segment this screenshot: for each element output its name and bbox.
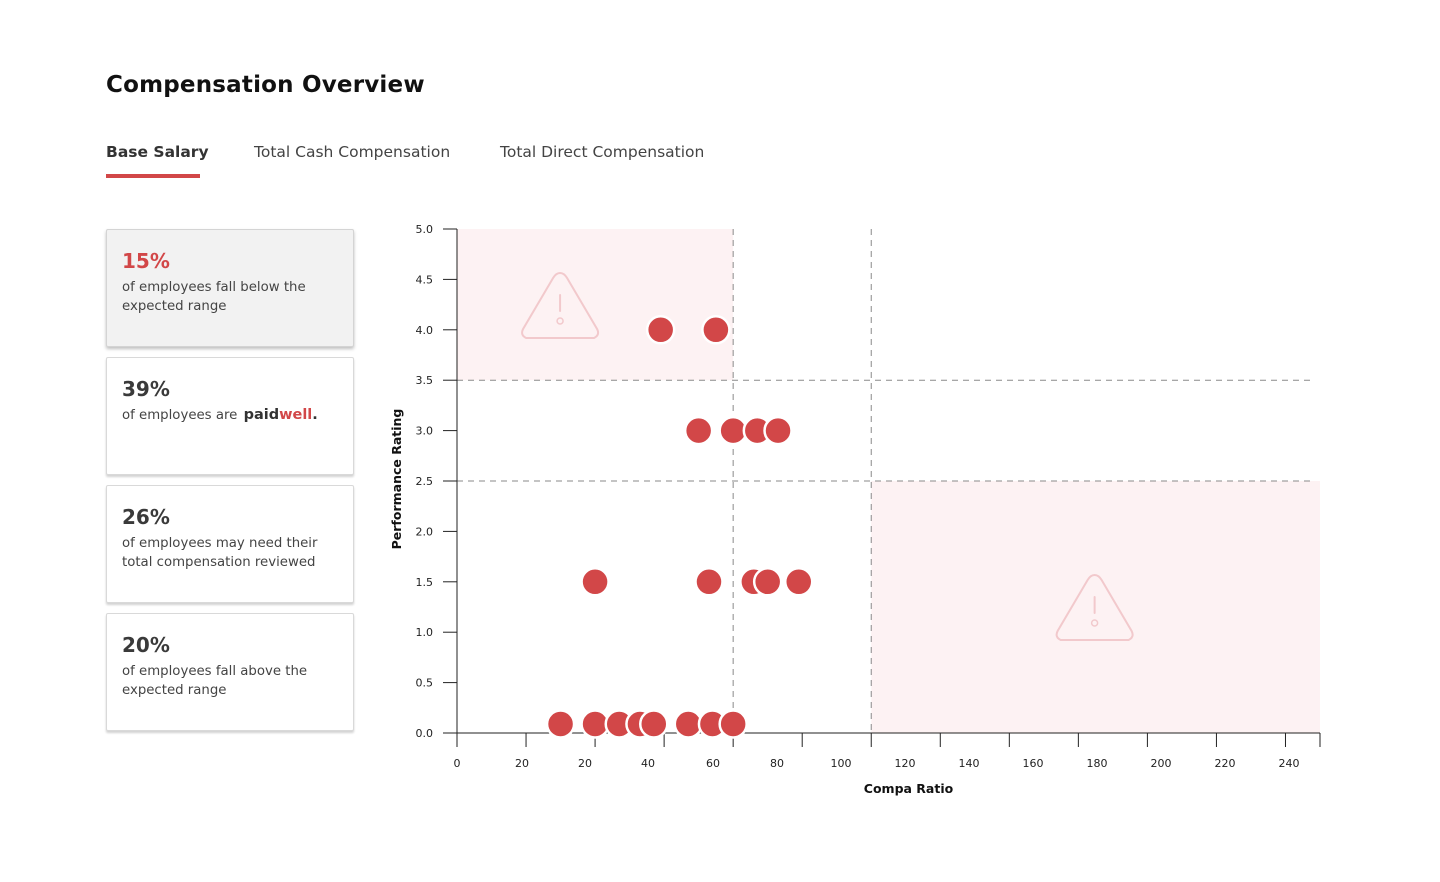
- card-percent: 15%: [122, 249, 170, 273]
- scatter-point: [783, 567, 814, 597]
- card-above-range[interactable]: 20% of employees fall above the expected…: [106, 613, 354, 731]
- card-review-needed[interactable]: 26% of employees may need their total co…: [106, 485, 354, 603]
- y-axis-title: Performance Rating: [389, 409, 404, 550]
- y-tick-label: 1.0: [416, 626, 434, 639]
- card-paid-well[interactable]: 39% of employees are paidwell.: [106, 357, 354, 475]
- warning-triangle-icon: [1055, 573, 1134, 641]
- scatter-point: [639, 709, 669, 739]
- x-axis-title: Compa Ratio: [864, 781, 954, 796]
- page-title: Compensation Overview: [106, 72, 425, 98]
- card-description: of employees may need their total compen…: [122, 536, 318, 570]
- x-tick-label: 20: [578, 757, 592, 770]
- card-description-text: of employees are: [122, 408, 238, 423]
- x-tick-label: 240: [1279, 757, 1300, 770]
- card-percent: 20%: [122, 633, 170, 657]
- tab-base-salary[interactable]: Base Salary: [106, 143, 209, 173]
- scatter-point: [763, 415, 793, 446]
- y-tick-label: 0.0: [416, 727, 434, 740]
- scatter-point: [683, 415, 714, 446]
- tab-total-cash-compensation[interactable]: Total Cash Compensation: [254, 143, 450, 173]
- y-tick-label: 4.5: [416, 273, 434, 286]
- x-tick-label: 0: [454, 757, 461, 770]
- card-below-range[interactable]: 15% of employees fall below the expected…: [106, 229, 354, 347]
- x-tick-label: 20: [515, 757, 529, 770]
- scatter-point: [701, 315, 731, 345]
- y-tick-label: 4.0: [416, 324, 434, 337]
- card-percent: 39%: [122, 377, 170, 401]
- x-tick-label: 100: [831, 757, 852, 770]
- y-tick-label: 1.5: [416, 576, 434, 589]
- x-tick-label: 40: [641, 757, 655, 770]
- y-tick-label: 0.5: [416, 677, 434, 690]
- x-tick-label: 200: [1151, 757, 1172, 770]
- warning-triangle-outline: [521, 271, 600, 339]
- active-tab-indicator: [106, 174, 200, 178]
- y-tick-label: 2.0: [416, 525, 434, 538]
- tab-total-direct-compensation[interactable]: Total Direct Compensation: [500, 143, 704, 173]
- warning-triangle-icon: [521, 271, 600, 339]
- x-tick-label: 120: [895, 757, 916, 770]
- tab-label: Total Direct Compensation: [500, 143, 705, 161]
- tab-label: Base Salary: [106, 143, 209, 161]
- y-tick-label: 3.5: [416, 374, 434, 387]
- x-tick-label: 80: [770, 757, 784, 770]
- paidwell-logo: paidwell.: [243, 407, 318, 423]
- warning-triangle-outline: [1055, 573, 1134, 641]
- scatter-point: [580, 567, 610, 597]
- y-tick-label: 5.0: [416, 223, 434, 236]
- x-tick-label: 180: [1087, 757, 1108, 770]
- scatter-point: [545, 709, 576, 739]
- scatter-point: [645, 315, 676, 345]
- warning-mark-dot: [556, 317, 564, 325]
- x-tick-label: 220: [1215, 757, 1236, 770]
- card-description: of employees are paidwell.: [122, 406, 337, 425]
- y-tick-label: 3.0: [416, 425, 434, 438]
- scatter-point: [752, 567, 783, 597]
- x-tick-label: 160: [1023, 757, 1044, 770]
- card-description: of employees fall above the expected ran…: [122, 664, 308, 698]
- highlight-zone-1: [457, 229, 734, 381]
- x-tick-label: 140: [959, 757, 980, 770]
- scatter-point: [694, 567, 724, 597]
- x-tick-label: 60: [706, 757, 720, 770]
- card-percent: 26%: [122, 505, 170, 529]
- warning-mark-dot: [1090, 619, 1099, 627]
- scatter-point: [718, 709, 748, 739]
- tab-label: Total Cash Compensation: [254, 143, 451, 161]
- y-tick-label: 2.5: [416, 475, 434, 488]
- card-description: of employees fall below the expected ran…: [122, 280, 306, 314]
